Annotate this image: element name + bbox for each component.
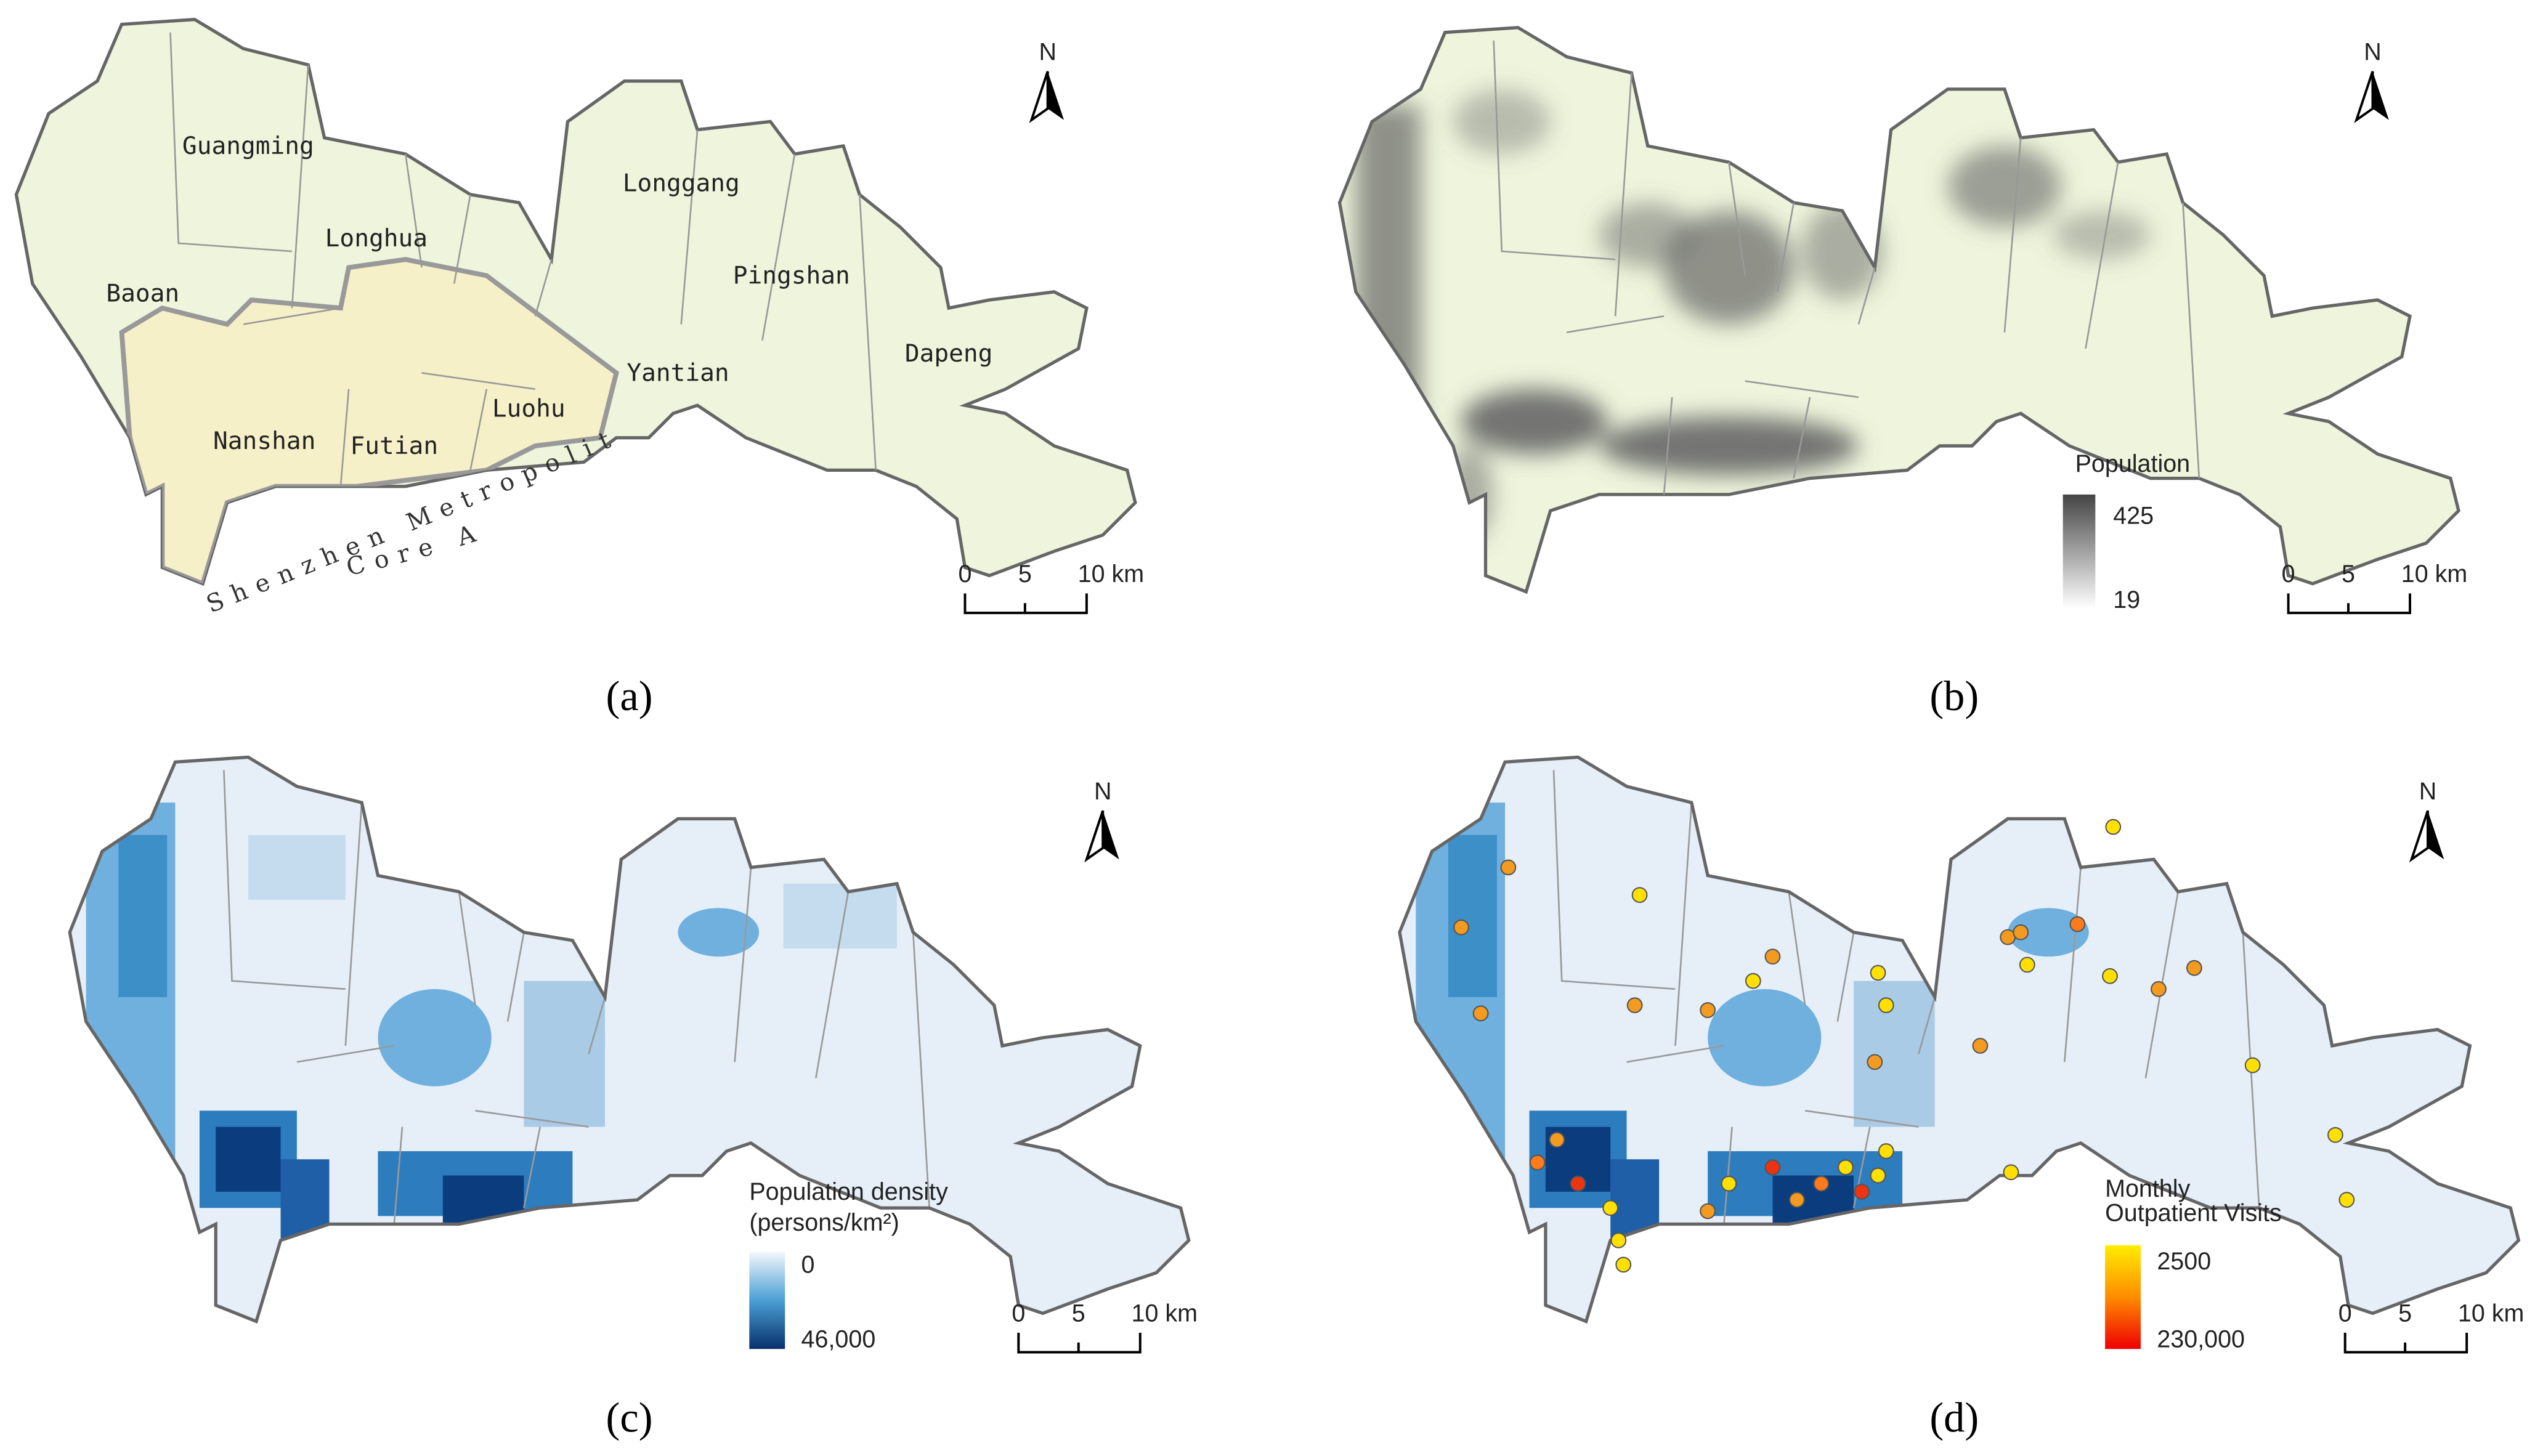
district-label: Longhua: [325, 224, 428, 253]
scale-label: 5: [2342, 560, 2355, 588]
district-label: Pingshan: [733, 262, 850, 290]
scale-label: 10 km: [1078, 560, 1144, 588]
north-label: N: [2364, 38, 2382, 65]
map-furniture: N N N N 0 5 10 km 0 5 10 km 0 5 10 km 0 …: [958, 38, 2524, 1354]
hospital-points: [1453, 819, 2355, 1273]
district-label: Futian: [351, 432, 439, 460]
scale-label: 5: [1072, 1300, 1085, 1327]
district-label: Baoan: [106, 280, 179, 308]
legend-unit: (persons/km²): [749, 1209, 899, 1236]
district-label: Guangming: [182, 132, 314, 160]
north-label: N: [1094, 778, 1112, 805]
district-label: Longgang: [623, 169, 740, 198]
scale-label: 0: [2338, 1300, 2352, 1327]
legend-gradient: [2062, 494, 2096, 609]
panel-label: (c): [606, 1394, 653, 1441]
scale-label: 10 km: [1132, 1300, 1198, 1327]
panel-label: (b): [1929, 673, 1979, 719]
scale-label: 0: [2282, 560, 2295, 588]
north-label: N: [1039, 38, 1057, 65]
legend-max: 230,000: [2157, 1326, 2245, 1353]
legend-min: 2500: [2157, 1248, 2211, 1275]
legend-max: 425: [2113, 502, 2154, 529]
legend-gradient: [749, 1252, 785, 1349]
legend-title: Monthly: [2105, 1175, 2190, 1202]
district-label: Luohu: [492, 395, 566, 423]
panel-b: [1340, 28, 2459, 592]
scale-label: 0: [1012, 1300, 1025, 1327]
north-label: N: [2419, 778, 2437, 805]
district-label: Yantian: [627, 359, 729, 387]
panel-label: (a): [606, 673, 653, 719]
district-label: Dapeng: [905, 339, 993, 368]
scale-label: 5: [1018, 560, 1032, 588]
panel-d: [1400, 757, 2518, 1321]
legend-gradient: [2105, 1245, 2141, 1349]
scale-label: 10 km: [2458, 1300, 2524, 1327]
panel-label: (d): [1929, 1394, 1979, 1441]
legend-title: Population density: [749, 1178, 948, 1205]
legend-min: 19: [2113, 586, 2140, 613]
legend-max: 46,000: [801, 1326, 876, 1353]
panel-a: Guangming Longhua Baoan Longgang Pingsha…: [0, 0, 1135, 618]
legend-min: 0: [801, 1252, 815, 1279]
panel-c: [70, 757, 1188, 1321]
legend-title: Outpatient Visits: [2105, 1199, 2282, 1226]
population-raster: [1355, 89, 2151, 543]
scale-label: 0: [958, 560, 971, 588]
district-label: Nanshan: [213, 427, 315, 455]
legend-title: Population: [2075, 450, 2191, 477]
core-area: [119, 257, 619, 584]
scale-label: 10 km: [2401, 560, 2467, 588]
scale-label: 5: [2398, 1300, 2412, 1327]
